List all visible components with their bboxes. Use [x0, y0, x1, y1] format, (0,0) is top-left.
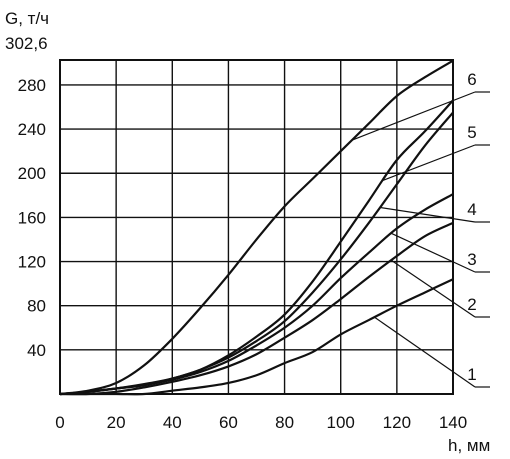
x-tick-label: 0 [55, 413, 64, 432]
y-tick-label: 280 [18, 76, 46, 95]
leader-line-4 [379, 206, 476, 223]
leader-line-2 [390, 259, 476, 318]
leader-line-6 [351, 91, 476, 141]
y-tick-label: 200 [18, 164, 46, 183]
series-line-4 [59, 111, 454, 396]
leader-lines [351, 91, 490, 388]
y-max-label: 302,6 [5, 34, 48, 53]
y-tick-label: 80 [27, 297, 46, 316]
curve-label-4: 4 [467, 200, 476, 219]
series-line-6 [59, 59, 454, 396]
series-line-5 [59, 99, 454, 396]
x-tick-label: 120 [383, 413, 411, 432]
series-line-2 [59, 221, 454, 396]
y-tick-label: 40 [27, 341, 46, 360]
x-tick-label: 100 [327, 413, 355, 432]
y-tick-label: 120 [18, 253, 46, 272]
x-tick-label: 80 [275, 413, 294, 432]
x-tick-label: 40 [163, 413, 182, 432]
leader-line-5 [382, 144, 476, 181]
tick-labels: 0 20 40 60 80 100 120 140 40 80 120 160 200 240 280 [18, 76, 468, 432]
y-axis-label: G, т/ч [5, 9, 49, 28]
y-tick-label: 160 [18, 208, 46, 227]
x-axis-label: h, мм [448, 436, 490, 455]
curve-label-6: 6 [467, 70, 476, 89]
curve-label-2: 2 [467, 295, 476, 314]
series-line-3 [59, 193, 454, 396]
grid [60, 60, 453, 394]
curve-label-5: 5 [467, 123, 476, 142]
curve-label-3: 3 [467, 250, 476, 269]
x-tick-label: 60 [219, 413, 238, 432]
curve-label-1: 1 [467, 365, 476, 384]
leader-line-1 [374, 316, 476, 388]
x-tick-label: 20 [107, 413, 126, 432]
plot-border [59, 59, 454, 395]
curve-labels: 6 5 4 3 2 1 [467, 70, 476, 384]
plot-frame [59, 59, 454, 395]
series-line-1 [60, 278, 454, 396]
y-tick-label: 240 [18, 120, 46, 139]
x-tick-label: 140 [439, 413, 467, 432]
leader-line-3 [390, 232, 476, 273]
series-lines [59, 59, 454, 396]
